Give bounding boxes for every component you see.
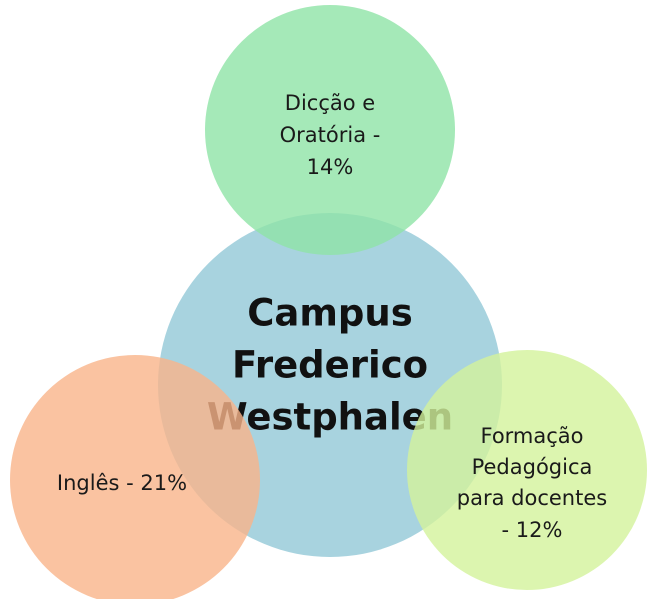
node-label: Inglês - 21% [57,471,187,495]
node-label: Formação [480,424,583,448]
node-label: Oratória - [280,123,381,147]
left-circle [10,355,260,599]
top-circle [205,5,455,255]
center-label: Frederico [232,344,428,387]
node-label: Pedagógica [472,455,593,479]
node-label: para docentes [457,486,607,510]
center-label: Campus [247,292,413,335]
node-label: 14% [307,155,354,179]
right-circle [407,350,647,590]
node-label: Dicção e [285,91,375,115]
node-label: - 12% [502,518,563,542]
